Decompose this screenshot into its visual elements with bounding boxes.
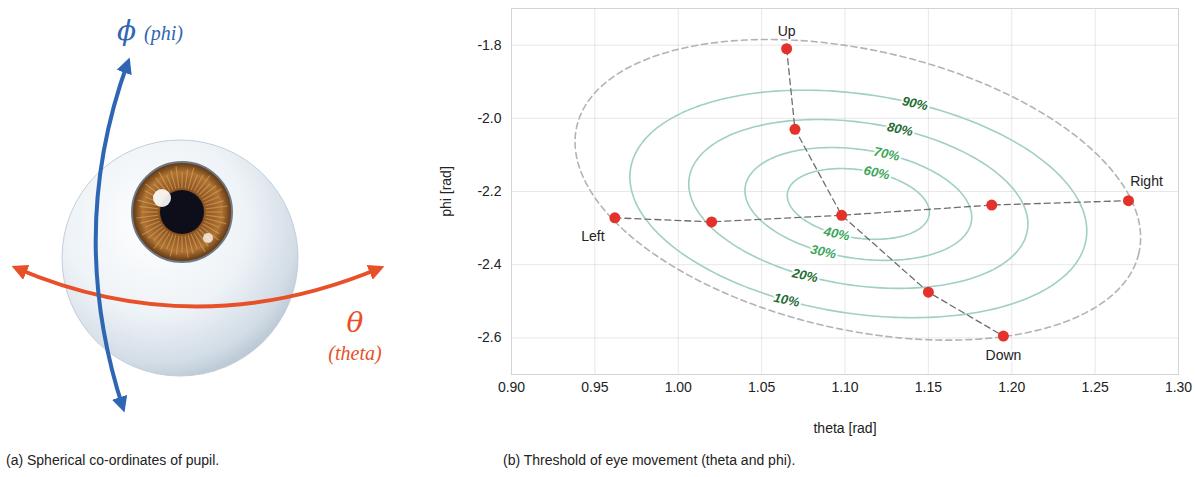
- svg-text:0.95: 0.95: [581, 379, 608, 395]
- svg-text:80%: 80%: [886, 119, 915, 139]
- svg-text:phi [rad]: phi [rad]: [438, 166, 454, 217]
- svg-text:70%: 70%: [872, 144, 901, 164]
- svg-text:Right: Right: [1130, 173, 1163, 189]
- svg-text:20%: 20%: [790, 265, 820, 285]
- html-text:(a) Spherical co-ordinates of: (a) Spherical co-ordinates of pupil.: [6, 452, 220, 468]
- svg-text:ϕ(phi): ϕ(phi): [117, 14, 183, 47]
- svg-text:(theta): (theta): [328, 342, 382, 365]
- svg-text:-2.6: -2.6: [477, 329, 501, 345]
- svg-text:40%: 40%: [821, 223, 851, 243]
- svg-text:Up: Up: [778, 23, 796, 39]
- svg-text:θ: θ: [347, 306, 364, 339]
- svg-text:10%: 10%: [772, 290, 801, 310]
- svg-text:1.10: 1.10: [831, 379, 858, 395]
- svg-text:0.90: 0.90: [498, 379, 525, 395]
- svg-text:-2.2: -2.2: [477, 183, 501, 199]
- svg-text:1.25: 1.25: [1082, 379, 1109, 395]
- svg-text:-2.0: -2.0: [477, 110, 501, 126]
- svg-text:1.05: 1.05: [748, 379, 775, 395]
- svg-text:30%: 30%: [809, 242, 838, 262]
- svg-text:60%: 60%: [862, 162, 891, 182]
- svg-text:90%: 90%: [901, 93, 930, 113]
- svg-text:-1.8: -1.8: [477, 37, 501, 53]
- svg-text:1.00: 1.00: [665, 379, 692, 395]
- svg-text:Down: Down: [986, 347, 1022, 363]
- svg-text:1.20: 1.20: [998, 379, 1025, 395]
- html-text:(b) Threshold of eye movement: (b) Threshold of eye movement (theta and…: [503, 452, 796, 468]
- svg-text:1.30: 1.30: [1165, 379, 1192, 395]
- svg-text:theta [rad]: theta [rad]: [813, 420, 876, 436]
- svg-text:Left: Left: [581, 228, 604, 244]
- svg-text:1.15: 1.15: [915, 379, 942, 395]
- svg-text:-2.4: -2.4: [477, 256, 501, 272]
